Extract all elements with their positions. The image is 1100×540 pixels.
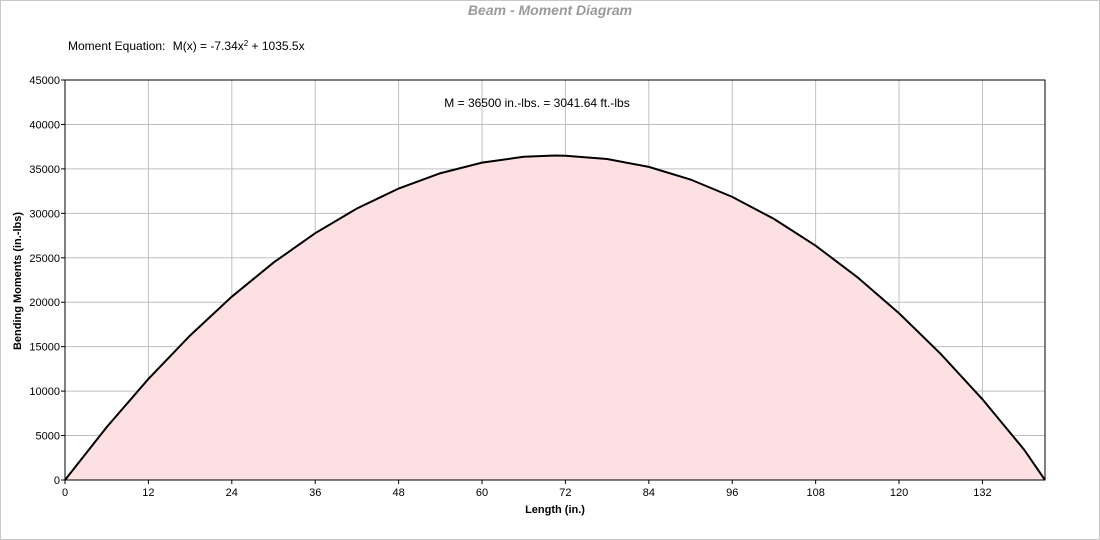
x-tick-label: 108 <box>806 487 824 499</box>
x-axis-label: Length (in.) <box>525 504 585 516</box>
y-tick-label: 35000 <box>29 164 60 176</box>
x-tick-labels: 0 12 24 36 48 60 72 84 96 108 120 132 <box>62 487 992 499</box>
x-tick-label: 96 <box>726 487 738 499</box>
y-tick-labels: 0 5000 10000 15000 20000 25000 30000 35000 40000… <box>29 75 60 487</box>
y-tick-label: 25000 <box>29 253 60 265</box>
moment-equation-superscript: 2 <box>244 39 249 48</box>
moment-equation: Moment Equation: M(x) = -7.34x2 + 1035.5… <box>68 39 305 53</box>
y-tick-label: 5000 <box>36 431 60 443</box>
x-tick-label: 12 <box>142 487 154 499</box>
max-moment-annotation: M = 36500 in.-lbs. = 3041.64 ft.-lbs <box>444 96 629 110</box>
y-axis-label: Bending Moments (in.-lbs) <box>12 212 24 350</box>
axes <box>61 79 1046 484</box>
moment-equation-rhs: + 1035.5x <box>248 39 304 53</box>
x-tick-label: 0 <box>62 487 68 499</box>
x-tick-label: 48 <box>392 487 404 499</box>
x-tick-label: 132 <box>973 487 991 499</box>
moment-equation-lhs: M(x) = -7.34x <box>173 39 244 53</box>
moment-area-layer <box>64 154 1046 481</box>
x-tick-label: 72 <box>559 487 571 499</box>
y-tick-label: 20000 <box>29 297 60 309</box>
y-tick-label: 40000 <box>29 119 60 131</box>
x-tick-label: 24 <box>226 487 238 499</box>
y-tick-label: 0 <box>54 475 60 487</box>
x-tick-label: 60 <box>476 487 488 499</box>
x-tick-label: 120 <box>890 487 908 499</box>
moment-equation-label: Moment Equation: <box>68 39 165 53</box>
y-tick-label: 10000 <box>29 386 60 398</box>
x-tick-label: 36 <box>309 487 321 499</box>
y-tick-label: 45000 <box>29 75 60 87</box>
moment-curve-line <box>64 154 1046 481</box>
y-tick-label: 15000 <box>29 342 60 354</box>
chart-title: Beam - Moment Diagram <box>468 2 632 18</box>
y-tick-label: 30000 <box>29 208 60 220</box>
plot-border <box>64 79 1046 481</box>
x-tick-label: 84 <box>643 487 655 499</box>
